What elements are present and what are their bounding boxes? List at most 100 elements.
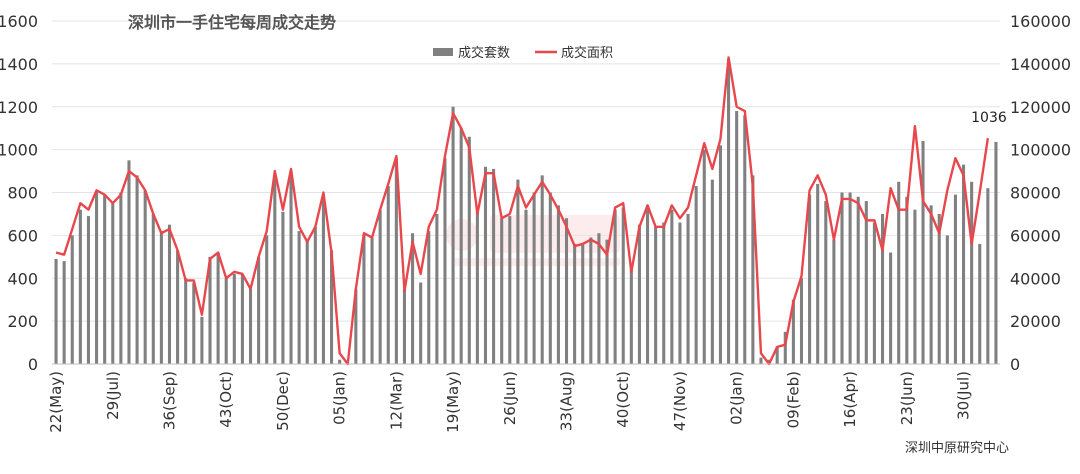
bar <box>613 209 617 364</box>
bar <box>524 209 528 364</box>
bar <box>127 160 131 364</box>
bar <box>532 192 536 364</box>
y-left-tick-label: 1400 <box>0 55 38 74</box>
bar <box>362 235 366 364</box>
bar <box>662 222 666 364</box>
bar <box>411 233 415 364</box>
bar-series-units <box>54 59 998 365</box>
bar <box>921 141 925 364</box>
x-tick-label: 23(Jun) <box>898 371 916 425</box>
x-tick-label: 02(Jan) <box>728 371 746 425</box>
bar <box>970 181 974 364</box>
bar <box>143 190 147 364</box>
x-tick-label: 29(Jul) <box>104 371 122 420</box>
bar <box>167 224 172 364</box>
bar <box>265 235 269 364</box>
bar <box>791 299 795 364</box>
bar-last-value-label: 1036 <box>971 110 1007 126</box>
bar <box>832 239 836 364</box>
bar <box>273 175 277 364</box>
bar <box>135 175 139 364</box>
y-left-tick-label: 400 <box>7 269 38 288</box>
bar <box>897 181 901 364</box>
bar <box>281 211 285 364</box>
y-left-tick-label: 1000 <box>0 141 38 160</box>
bar <box>678 222 682 364</box>
bar <box>492 168 496 364</box>
y-right-tick-label: 0 <box>1010 355 1020 374</box>
bar <box>224 278 228 364</box>
bar <box>483 166 488 364</box>
bar <box>378 209 382 364</box>
y-right-tick-label: 100000 <box>1010 141 1071 160</box>
bar <box>637 224 641 364</box>
bar <box>605 239 609 364</box>
bar <box>451 106 455 364</box>
x-tick-label: 36(Sep) <box>160 371 178 430</box>
x-tick-label: 40(Oct) <box>614 371 632 428</box>
bar <box>856 196 860 364</box>
bar <box>621 207 625 364</box>
bar <box>467 136 471 364</box>
y-left-tick-label: 800 <box>7 184 38 203</box>
legend: 成交套数 成交面积 <box>433 45 613 61</box>
source-note: 深圳中原研究中心 <box>905 441 1009 456</box>
x-tick-label: 30(Jul) <box>955 371 973 420</box>
x-tick-label: 22(May) <box>47 371 65 433</box>
bar <box>248 288 253 364</box>
bar <box>95 192 99 364</box>
bar <box>889 252 893 364</box>
bar <box>556 205 560 364</box>
bar <box>176 250 180 364</box>
bar <box>978 243 982 364</box>
bar <box>321 194 325 364</box>
bar <box>994 141 998 364</box>
y-right-tick-label: 40000 <box>1010 269 1061 288</box>
bar <box>759 357 763 364</box>
bar <box>808 194 812 364</box>
bar <box>313 226 317 364</box>
bar <box>953 194 957 364</box>
y-right-tick-label: 20000 <box>1010 312 1061 331</box>
bar <box>880 213 885 364</box>
bar <box>816 183 820 364</box>
y-left-tick-label: 600 <box>7 226 38 245</box>
bar <box>589 237 593 364</box>
chart-title: 深圳市一手住宅每周成交走势 <box>128 13 336 32</box>
legend-line-label: 成交面积 <box>561 45 613 61</box>
y-right-tick-label: 160000 <box>1010 12 1071 31</box>
y-right-tick-label: 120000 <box>1010 98 1071 117</box>
x-axis-ticks: 22(May) 29(Jul) 36(Sep) 43(Oct) 50(Dec) 05(Ja… <box>47 371 972 433</box>
x-tick-label: 19(May) <box>444 371 462 433</box>
bar <box>686 213 690 364</box>
y-right-tick-label: 140000 <box>1010 55 1071 74</box>
bar <box>240 273 244 364</box>
bar <box>70 235 74 364</box>
bar <box>78 209 82 364</box>
bar <box>475 209 479 364</box>
bar <box>500 218 504 364</box>
y-right-tick-label: 60000 <box>1010 226 1061 245</box>
bar <box>200 316 204 364</box>
y-right-tick-label: 80000 <box>1010 184 1061 203</box>
bar <box>548 192 552 364</box>
x-tick-label: 16(Apr) <box>841 371 859 428</box>
x-tick-label: 47(Nov) <box>671 371 689 431</box>
bar <box>872 222 876 364</box>
bar <box>419 282 423 364</box>
bar <box>257 256 261 364</box>
bar <box>540 175 544 364</box>
bar <box>208 256 212 364</box>
bar <box>710 179 714 364</box>
x-tick-label: 05(Jan) <box>331 371 349 425</box>
bar <box>289 171 293 364</box>
bar <box>694 186 698 364</box>
bar <box>386 186 390 364</box>
x-tick-label: 50(Dec) <box>274 371 292 431</box>
bar <box>329 250 334 364</box>
bar <box>629 267 633 364</box>
line-series-area <box>55 56 990 366</box>
bar <box>961 164 966 364</box>
left-axis-ticks: 0 200 400 600 800 1000 1200 1400 1600 <box>0 12 38 374</box>
y-left-tick-label: 0 <box>28 355 38 374</box>
